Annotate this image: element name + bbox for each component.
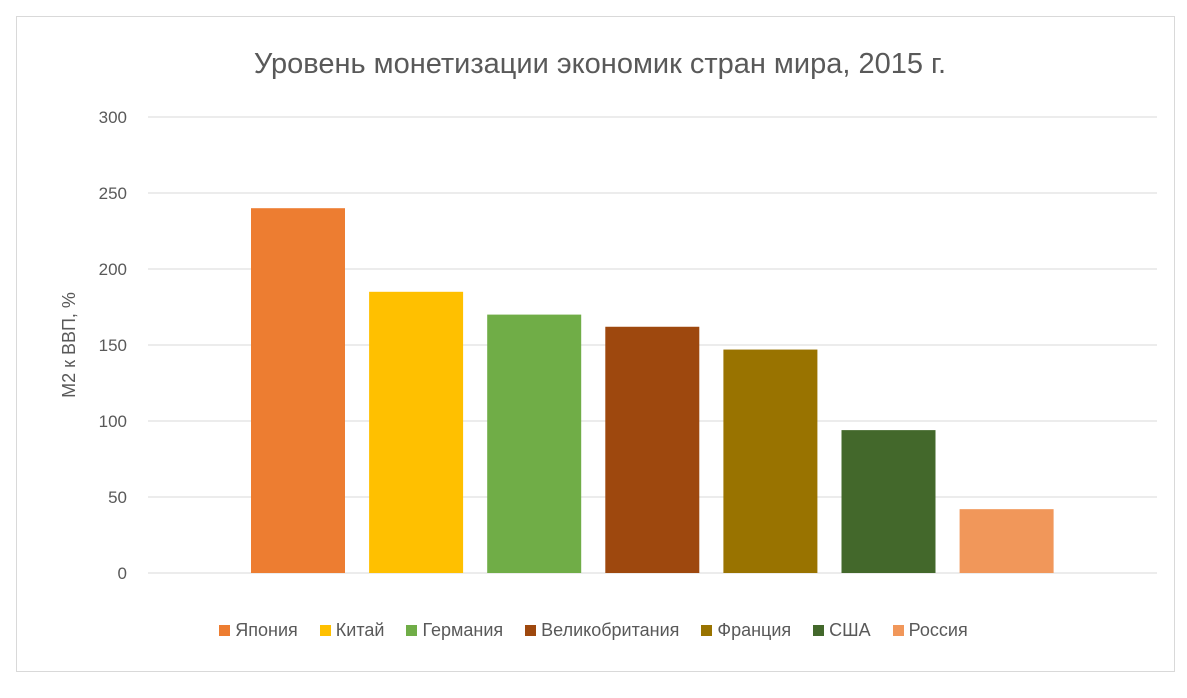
- legend-label: Китай: [335, 620, 385, 640]
- bar-4: [723, 349, 818, 573]
- legend-swatch: [892, 625, 904, 636]
- bar-1: [369, 291, 464, 573]
- bar-6: [959, 509, 1054, 573]
- legend-item: Великобритания: [525, 620, 679, 641]
- bar-3: [605, 326, 700, 573]
- legend-label: Россия: [908, 620, 968, 640]
- legend-label: Великобритания: [541, 620, 680, 640]
- legend-item: Франция: [701, 620, 791, 641]
- legend-label: Франция: [717, 620, 792, 640]
- bar-0: [251, 208, 345, 573]
- legend-item: Россия: [892, 620, 968, 641]
- legend-swatch: [525, 625, 537, 636]
- chart-title: Уровень монетизации экономик стран мира,…: [253, 48, 947, 80]
- legend-item: Германия: [406, 620, 503, 641]
- legend-swatch: [406, 625, 418, 636]
- legend-swatch: [319, 625, 331, 636]
- y-tick-label: 200: [99, 260, 127, 279]
- legend-label: Германия: [422, 620, 504, 640]
- bar-2: [487, 314, 582, 573]
- legend-item: Япония: [219, 620, 298, 641]
- legend-label: Япония: [235, 620, 298, 640]
- legend-swatch: [219, 625, 231, 636]
- bar-5: [841, 430, 936, 573]
- y-tick-label: 50: [108, 488, 127, 507]
- y-axis-label: М2 к ВВП, %: [59, 292, 79, 398]
- y-tick-label: 300: [99, 108, 127, 127]
- legend: Япония Китай Германия Великобритания Франция…: [0, 620, 1187, 641]
- y-tick-label: 100: [99, 412, 127, 431]
- legend-item: США: [813, 620, 871, 641]
- legend-swatch: [701, 625, 713, 636]
- legend-item: Китай: [319, 620, 385, 641]
- y-tick-label: 150: [99, 336, 127, 355]
- y-tick-label: 0: [118, 564, 127, 583]
- y-tick-label: 250: [99, 184, 127, 203]
- legend-label: США: [829, 620, 871, 640]
- legend-swatch: [813, 625, 825, 636]
